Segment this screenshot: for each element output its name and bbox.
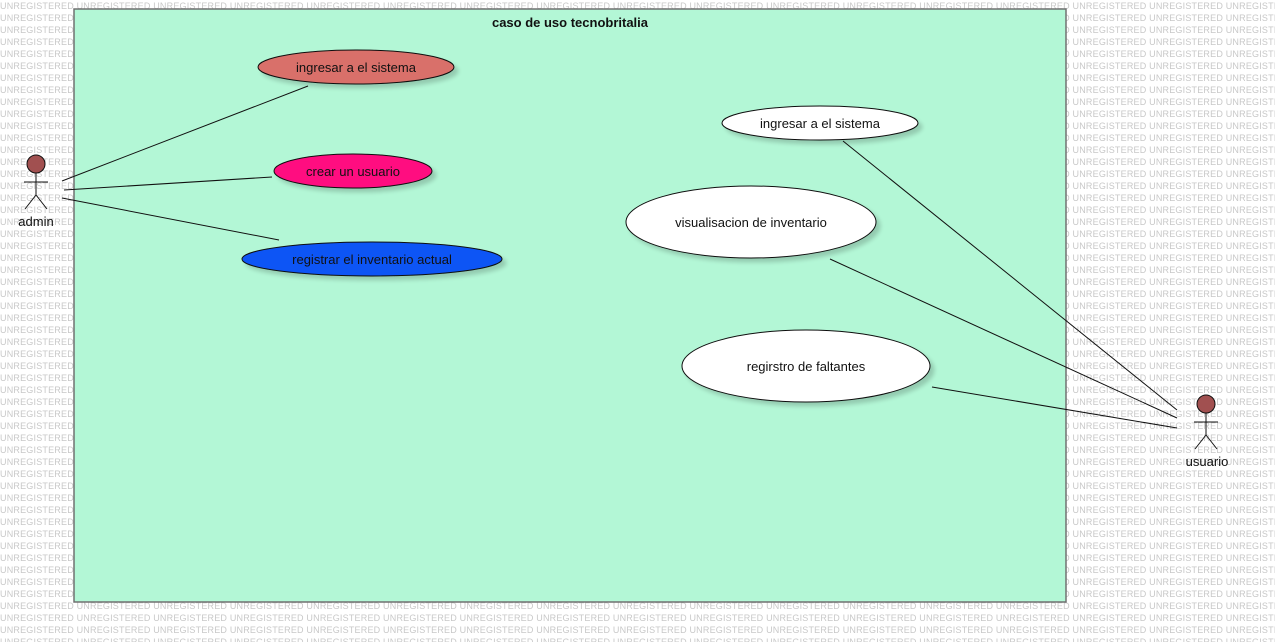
watermark-row: UNREGISTERED UNREGISTERED UNREGISTERED U… bbox=[0, 625, 1275, 635]
use-case-ingresar-admin[interactable]: ingresar a el sistema bbox=[257, 49, 455, 85]
use-case-crear-usuario[interactable]: crear un usuario bbox=[273, 153, 433, 189]
use-case-label: crear un usuario bbox=[306, 164, 400, 179]
association-admin-registrar-inventario[interactable] bbox=[61, 197, 280, 241]
actor-head bbox=[26, 154, 46, 174]
watermark-row: UNREGISTERED UNREGISTERED UNREGISTERED U… bbox=[0, 1, 1275, 11]
use-case-label: visualisacion de inventario bbox=[675, 215, 827, 230]
use-case-registrar-inventario[interactable]: registrar el inventario actual bbox=[241, 241, 503, 277]
actor-leg-left bbox=[1194, 434, 1207, 450]
use-case-label: registrar el inventario actual bbox=[292, 252, 452, 267]
association-usuario-faltantes[interactable] bbox=[931, 386, 1178, 429]
association-admin-ingresar[interactable] bbox=[61, 85, 309, 182]
associations bbox=[61, 85, 1178, 429]
association-usuario-visualisacion[interactable] bbox=[829, 258, 1178, 419]
actor-leg-left bbox=[24, 194, 37, 210]
association-admin-crear-usuario[interactable] bbox=[63, 176, 273, 191]
actor-head bbox=[1196, 394, 1216, 414]
use-case-ellipse bbox=[273, 153, 433, 189]
watermark-row: UNREGISTERED UNREGISTERED UNREGISTERED U… bbox=[0, 613, 1275, 623]
use-case-visualisacion[interactable]: visualisacion de inventario bbox=[625, 185, 877, 259]
use-case-label: regirstro de faltantes bbox=[747, 359, 866, 374]
actor-usuario[interactable]: usuario bbox=[1186, 394, 1229, 469]
association-usuario-ingresar[interactable] bbox=[842, 140, 1178, 411]
use-case-ellipse bbox=[681, 329, 931, 403]
use-case-ellipse bbox=[241, 241, 503, 277]
use-case-ellipse bbox=[257, 49, 455, 85]
actor-leg-right bbox=[35, 194, 48, 210]
use-case-faltantes[interactable]: regirstro de faltantes bbox=[681, 329, 931, 403]
actor-label: usuario bbox=[1186, 454, 1229, 469]
use-case-ingresar-usuario[interactable]: ingresar a el sistema bbox=[721, 105, 919, 141]
use-case-label: ingresar a el sistema bbox=[760, 116, 881, 131]
actor-leg-right bbox=[1205, 434, 1218, 450]
system-boundary[interactable]: caso de uso tecnobritalia bbox=[73, 8, 1067, 603]
system-boundary-title: caso de uso tecnobritalia bbox=[492, 15, 649, 30]
use-case-ellipse bbox=[721, 105, 919, 141]
actor-admin[interactable]: admin bbox=[18, 154, 54, 229]
watermark-row: UNREGISTERED UNREGISTERED UNREGISTERED U… bbox=[0, 637, 1275, 642]
watermark-row: UNREGISTERED UNREGISTERED UNREGISTERED U… bbox=[0, 601, 1275, 611]
system-boundary-box bbox=[73, 8, 1067, 603]
use-case-ellipse bbox=[625, 185, 877, 259]
use-case-label: ingresar a el sistema bbox=[296, 60, 417, 75]
actor-label: admin bbox=[18, 214, 53, 229]
